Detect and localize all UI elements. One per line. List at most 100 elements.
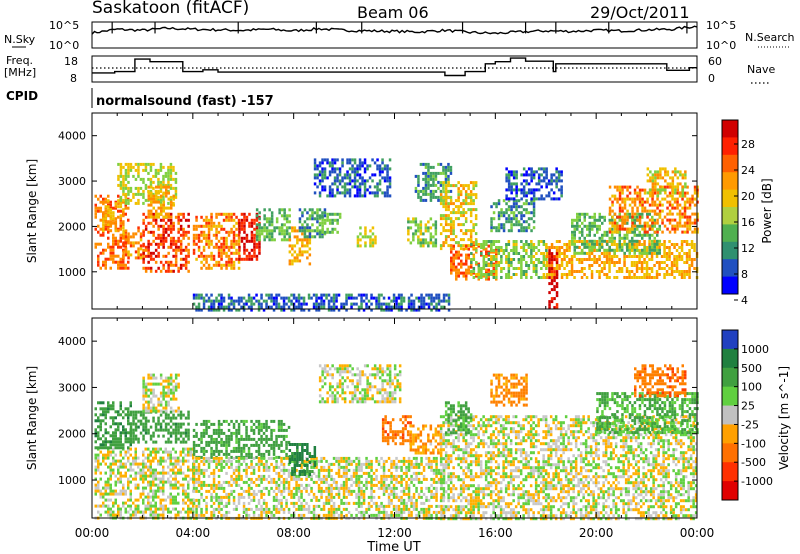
region-3-cell-3 [117,183,120,187]
region-24-cell-27 [656,188,660,192]
region-0-cell-116 [119,209,122,213]
region-23-cell-72 [626,218,629,222]
region-7-cell-1 [238,224,241,228]
region-1-cell-111 [124,428,127,432]
region-9-cell-21 [296,238,299,242]
region-23-cell-305 [696,215,699,219]
region-23-cell-228 [676,203,679,207]
region-26-cell-0 [192,293,196,297]
region-21-cell-386 [680,255,684,258]
region-26-cell-119 [275,299,278,303]
region-7-cell-49 [250,236,254,240]
region-26-cell-3 [195,293,198,297]
region-6-cell-182 [235,227,238,231]
region-18-cell-5 [470,270,473,273]
region-0-cell-87 [112,245,115,249]
region-20-cell-112 [550,188,553,192]
region-23-cell-265 [686,197,689,201]
region-23-cell-170 [656,230,659,234]
region-16-cell-15 [442,202,445,206]
region-3-cell-55 [157,409,160,413]
region-21-cell-368 [675,243,679,246]
region-3-cell-99 [172,388,175,392]
region-1-cell-80 [114,443,117,447]
region-0-cell-27 [99,251,102,255]
region-16-cell-151 [469,220,473,224]
region-4-cell-137 [174,254,178,258]
region-22-cell-222 [646,212,649,216]
region-0-cell-457 [179,459,182,463]
power-colorbar-swatch-1 [722,137,738,156]
region-6-cell-103 [217,248,221,252]
region-26-cell-266 [380,308,383,312]
region-6-cell-155 [230,215,233,219]
region-22-cell-159 [623,251,626,255]
region-21-cell-123 [590,264,594,267]
region-21-cell-381 [678,273,681,276]
region-11-cell-176 [373,161,377,165]
region-11-cell-48 [328,194,332,198]
region-21-cell-328 [663,240,666,243]
region-19-cell-68 [517,199,521,203]
region-21-cell-116 [588,264,591,267]
region-11-cell-21 [321,158,324,162]
region-3-cell-50 [129,198,133,202]
region-1-cell-9 [97,416,100,420]
region-5-cell-13 [150,203,153,207]
region-3-cell-167 [174,171,178,175]
region-0-cell-356 [159,498,162,502]
region-26-cell-330 [425,293,428,297]
region-20-cell-129 [557,188,561,192]
region-26-cell-175 [315,305,318,309]
region-11-cell-3 [313,167,317,171]
region-4-cell-126 [172,242,175,246]
region-3-cell-102 [172,397,175,401]
region-1-cell-65 [112,419,115,423]
region-26-cell-252 [370,308,373,312]
region-3-cell-109 [174,397,178,401]
region-2-cell-75 [159,422,163,426]
region-22-cell-204 [638,230,641,234]
region-20-cell-3 [505,179,508,183]
region-3-cell-10 [142,409,145,413]
region-18-cell-141 [520,255,523,258]
region-8-cell-60 [280,208,284,212]
region-11-cell-171 [368,191,372,195]
region-3-cell-64 [162,379,165,383]
region-16-cell-173 [474,196,478,200]
region-0-cell-387 [164,507,167,511]
region-18-cell-84 [497,264,501,267]
region-4-cell-45 [152,257,155,261]
region-26-cell-272 [385,308,388,312]
region-13-cell-28 [374,241,377,245]
region-16-cell-145 [469,196,473,200]
region-18-cell-181 [532,249,536,252]
region-25-cell-14 [550,255,554,259]
region-0-cell-503 [187,504,190,508]
region-18-cell-204 [540,276,543,279]
region-16-cell-21 [442,241,445,245]
region-4-cell-169 [182,230,185,234]
region-23-cell-102 [636,209,639,213]
region-18-cell-190 [535,264,538,267]
region-0-cell-168 [127,477,130,481]
region-4-cell-161 [179,248,183,252]
region-0-cell-134 [119,489,122,493]
region-0-cell-499 [187,486,190,490]
region-19-cell-56 [512,211,516,215]
region-11-cell-97 [346,173,349,177]
region-5-cell-42 [162,185,165,189]
region-26-cell-162 [302,308,306,312]
region-23-cell-251 [681,230,684,234]
region-26-cell-28 [210,305,213,309]
region-17-cell-2 [450,256,453,260]
region-23-cell-73 [626,227,629,231]
region-21-cell-294 [648,273,651,276]
region-26-cell-96 [260,293,263,297]
region-4-cell-66 [159,218,163,222]
region-4-cell-131 [174,215,178,219]
region-26-cell-201 [332,293,336,297]
region-0-cell-38 [102,459,105,463]
region-10-cell-3 [298,226,302,230]
region-20-cell-25 [512,182,516,186]
